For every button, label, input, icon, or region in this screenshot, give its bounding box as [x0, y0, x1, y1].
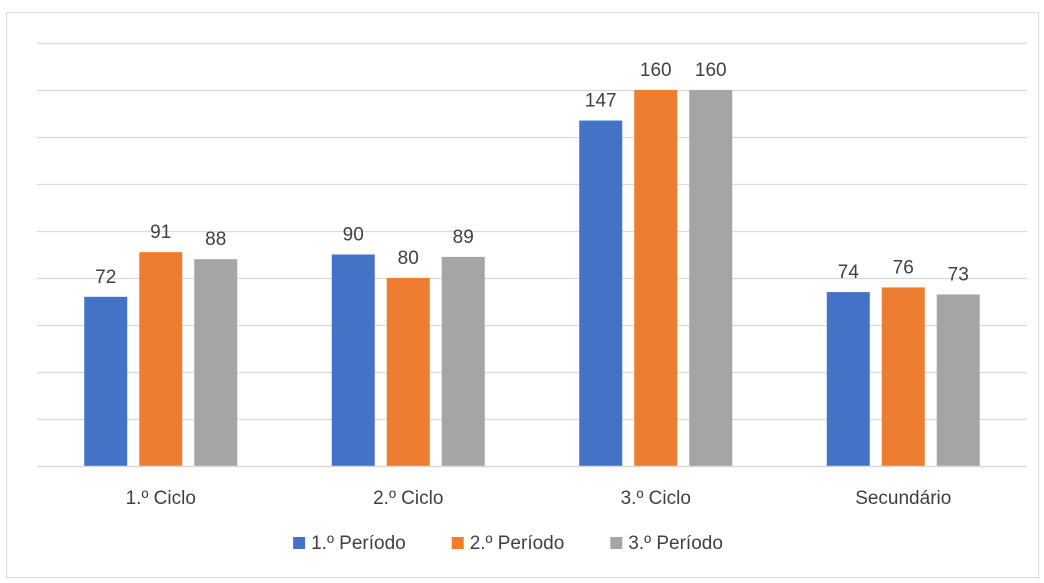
bar — [194, 259, 238, 466]
x-tick-label: 1.º Ciclo — [126, 488, 196, 509]
data-label: 147 — [585, 91, 617, 112]
bar — [84, 296, 128, 466]
bar — [881, 287, 925, 466]
data-label: 89 — [453, 227, 474, 248]
data-label: 160 — [695, 60, 727, 81]
data-label: 72 — [95, 267, 116, 288]
bar — [689, 90, 733, 466]
data-label: 73 — [948, 264, 969, 285]
bar — [331, 254, 375, 466]
bar — [441, 256, 485, 466]
bar — [634, 90, 678, 466]
bar — [386, 278, 430, 466]
bar — [826, 292, 870, 466]
data-label: 80 — [398, 248, 419, 269]
bar — [579, 120, 623, 467]
legend-swatch — [451, 537, 464, 549]
data-label: 160 — [640, 60, 672, 81]
legend-label: 2.º Período — [470, 533, 565, 554]
bar — [936, 294, 980, 466]
legend-swatch — [610, 537, 623, 549]
data-label: 91 — [150, 222, 171, 243]
x-tick-label: 2.º Ciclo — [373, 488, 443, 509]
bar — [139, 252, 183, 466]
legend-label: 3.º Período — [628, 533, 723, 554]
legend-label: 1.º Período — [311, 533, 406, 554]
x-tick-label: Secundário — [855, 488, 951, 509]
legend-swatch — [293, 537, 306, 549]
data-label: 74 — [838, 262, 860, 283]
x-tick-label: 3.º Ciclo — [621, 488, 691, 509]
data-label: 88 — [205, 229, 226, 250]
data-label: 90 — [343, 225, 364, 246]
data-label: 76 — [893, 257, 914, 278]
